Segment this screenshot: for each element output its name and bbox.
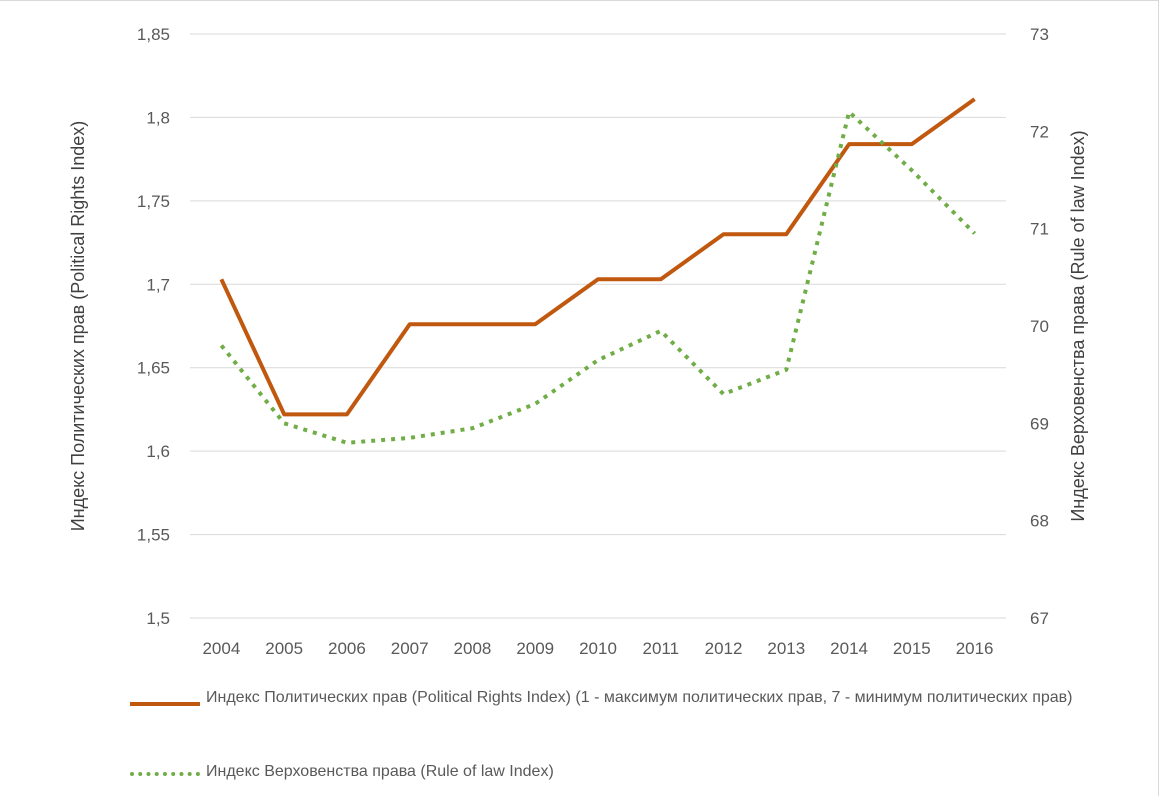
x-tick-label: 2005 — [265, 639, 303, 658]
legend-swatch-dotted — [130, 772, 200, 776]
x-tick-label: 2011 — [642, 639, 679, 658]
x-tick-label: 2007 — [391, 639, 429, 658]
x-tick-label: 2010 — [579, 639, 617, 658]
legend-swatch-solid — [130, 702, 200, 706]
right-tick-label: 73 — [1030, 25, 1049, 44]
left-tick-label: 1,7 — [146, 275, 170, 294]
line-chart: 1,5 1,55 1,6 1,65 1,7 1,75 1,8 1,85 67 68 69 70 71 7… — [68, 25, 1088, 658]
right-tick-label: 67 — [1030, 609, 1049, 628]
right-tick-label: 68 — [1030, 512, 1049, 531]
legend-label-rule-of-law: Индекс Верховенства права (Rule of law I… — [206, 763, 554, 780]
right-tick-label: 71 — [1030, 220, 1049, 239]
x-tick-label: 2006 — [328, 639, 366, 658]
gridlines — [190, 33, 1006, 619]
x-tick-label: 2004 — [202, 639, 240, 658]
legend-label-political-rights: Индекс Политических прав (Political Righ… — [206, 689, 1073, 706]
left-tick-label: 1,8 — [146, 108, 170, 127]
x-axis-ticks: 2004 2005 2006 2007 2008 2009 2010 2011 2012 2013… — [202, 639, 993, 658]
left-tick-label: 1,6 — [146, 442, 170, 461]
left-axis-ticks: 1,5 1,55 1,6 1,65 1,7 1,75 1,8 1,85 — [137, 25, 170, 628]
right-axis-title: Индекс Верховенства права (Rule of law I… — [1068, 130, 1088, 521]
x-tick-label: 2012 — [705, 639, 743, 658]
left-tick-label: 1,65 — [137, 359, 170, 378]
x-tick-label: 2008 — [454, 639, 492, 658]
x-tick-label: 2014 — [830, 639, 868, 658]
x-tick-label: 2016 — [956, 639, 994, 658]
left-tick-label: 1,5 — [146, 609, 170, 628]
x-tick-label: 2009 — [516, 639, 554, 658]
left-axis-title: Индекс Политических прав (Political Righ… — [68, 121, 88, 532]
right-tick-label: 70 — [1030, 317, 1049, 336]
series-line-political-rights — [219, 97, 976, 417]
left-tick-label: 1,55 — [137, 526, 170, 545]
left-tick-label: 1,75 — [137, 192, 170, 211]
right-axis-ticks: 67 68 69 70 71 72 73 — [1030, 25, 1049, 628]
x-tick-label: 2015 — [893, 639, 931, 658]
right-tick-label: 72 — [1030, 122, 1049, 141]
left-tick-label: 1,85 — [137, 25, 170, 44]
x-tick-label: 2013 — [767, 639, 805, 658]
series-lines — [219, 97, 977, 445]
right-tick-label: 69 — [1030, 414, 1049, 433]
